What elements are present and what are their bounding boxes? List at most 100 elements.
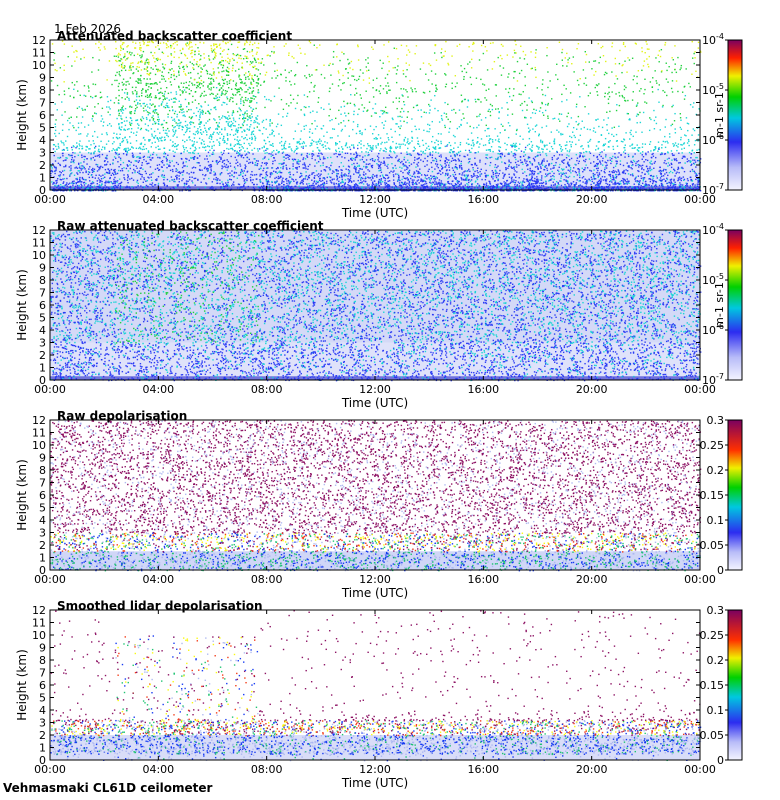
- y-tick-label: 3: [39, 527, 46, 540]
- y-axis-label: Height (km): [15, 269, 29, 340]
- x-tick-label: 12:00: [359, 573, 391, 586]
- x-tick-label: 20:00: [576, 383, 608, 396]
- colorbar-tick-label: 0.25: [700, 439, 725, 452]
- x-axis-label: Time (UTC): [341, 206, 408, 220]
- colorbar-tick-label: 0.1: [707, 704, 725, 717]
- plot-area: [50, 610, 700, 760]
- x-tick-label: 20:00: [576, 763, 608, 776]
- x-tick-label: 16:00: [467, 763, 499, 776]
- y-axis-label: Height (km): [15, 649, 29, 720]
- colorbar-tick-label: 10-7: [702, 182, 724, 197]
- y-tick-label: 5: [39, 502, 46, 515]
- y-tick-label: 2: [39, 539, 46, 552]
- y-tick-label: 2: [39, 349, 46, 362]
- x-tick-label: 00:00: [684, 763, 716, 776]
- x-tick-label: 00:00: [684, 193, 716, 206]
- y-tick-label: 9: [39, 452, 46, 465]
- date-label: 1 Feb 2026: [54, 22, 121, 36]
- x-tick-label: 04:00: [142, 193, 174, 206]
- y-tick-label: 4: [39, 134, 46, 147]
- x-tick-label: 04:00: [142, 573, 174, 586]
- y-tick-label: 7: [39, 477, 46, 490]
- colorbar-tick-label: 0.05: [700, 539, 725, 552]
- x-tick-label: 00:00: [34, 763, 66, 776]
- colorbar-tick-label: 0: [717, 754, 724, 767]
- x-tick-label: 12:00: [359, 763, 391, 776]
- y-tick-label: 8: [39, 654, 46, 667]
- y-axis-label: Height (km): [15, 79, 29, 150]
- y-tick-label: 0: [39, 374, 46, 387]
- colorbar-tick-label: 0.25: [700, 629, 725, 642]
- colorbar-unit: m-1 sr-1: [713, 92, 726, 138]
- colorbar-tick-label: 0.15: [700, 489, 725, 502]
- y-tick-label: 7: [39, 667, 46, 680]
- colorbar: [727, 609, 743, 761]
- y-tick-label: 0: [39, 184, 46, 197]
- y-axis-label: Height (km): [15, 459, 29, 530]
- x-tick-label: 12:00: [359, 193, 391, 206]
- panel-raw-backscatter: Raw attenuated backscatter coefficient 0…: [0, 215, 780, 410]
- y-tick-label: 0: [39, 564, 46, 577]
- y-tick-label: 12: [32, 34, 46, 47]
- y-tick-label: 11: [32, 617, 46, 630]
- panel-title: Raw attenuated backscatter coefficient: [57, 219, 324, 233]
- y-tick-label: 5: [39, 122, 46, 135]
- y-tick-label: 1: [39, 172, 46, 185]
- y-tick-label: 1: [39, 552, 46, 565]
- colorbar-tick-label: 0: [717, 564, 724, 577]
- y-tick-label: 10: [32, 629, 46, 642]
- x-tick-label: 04:00: [142, 763, 174, 776]
- y-tick-label: 8: [39, 464, 46, 477]
- colorbar-tick-label: 0.15: [700, 679, 725, 692]
- y-tick-label: 12: [32, 414, 46, 427]
- x-tick-label: 00:00: [684, 383, 716, 396]
- colorbar-tick-label: 10-4: [702, 32, 724, 47]
- y-tick-label: 5: [39, 312, 46, 325]
- y-tick-label: 9: [39, 72, 46, 85]
- colorbar-tick-label: 0.05: [700, 729, 725, 742]
- x-tick-label: 00:00: [34, 573, 66, 586]
- x-axis-label: Time (UTC): [341, 586, 408, 600]
- y-tick-label: 9: [39, 262, 46, 275]
- x-tick-label: 08:00: [251, 573, 283, 586]
- data-texture: [50, 230, 702, 382]
- x-tick-label: 16:00: [467, 383, 499, 396]
- y-tick-label: 9: [39, 642, 46, 655]
- x-tick-label: 00:00: [34, 193, 66, 206]
- y-tick-label: 3: [39, 147, 46, 160]
- y-tick-label: 11: [32, 427, 46, 440]
- y-tick-label: 1: [39, 742, 46, 755]
- x-tick-label: 00:00: [34, 383, 66, 396]
- y-tick-label: 12: [32, 224, 46, 237]
- colorbar: [727, 419, 743, 571]
- x-axis-label: Time (UTC): [341, 776, 408, 790]
- y-tick-label: 4: [39, 704, 46, 717]
- y-tick-label: 10: [32, 249, 46, 262]
- panel-raw-depolarisation: Raw depolarisation 0 1 2 3 4 5 6 7 8 9 10 11 12 00:00…: [0, 405, 780, 600]
- x-tick-label: 16:00: [467, 193, 499, 206]
- data-texture: [50, 610, 702, 762]
- y-tick-label: 11: [32, 237, 46, 250]
- y-tick-label: 3: [39, 337, 46, 350]
- colorbar-tick-label: 10-4: [702, 222, 724, 237]
- panel-title: Attenuated backscatter coefficient: [57, 29, 292, 43]
- y-tick-label: 6: [39, 109, 46, 122]
- colorbar: [727, 229, 743, 381]
- colorbar-tick-label: 0.2: [707, 654, 725, 667]
- y-tick-label: 0: [39, 754, 46, 767]
- x-tick-label: 08:00: [251, 383, 283, 396]
- colorbar-tick-label: 10-7: [702, 372, 724, 387]
- y-tick-label: 8: [39, 274, 46, 287]
- panel-title: Raw depolarisation: [57, 409, 187, 423]
- colorbar-tick-label: 0.3: [707, 414, 725, 427]
- y-tick-label: 7: [39, 287, 46, 300]
- y-tick-label: 12: [32, 604, 46, 617]
- x-tick-label: 20:00: [576, 573, 608, 586]
- colorbar-tick-label: 0.3: [707, 604, 725, 617]
- y-tick-label: 10: [32, 59, 46, 72]
- y-tick-label: 4: [39, 514, 46, 527]
